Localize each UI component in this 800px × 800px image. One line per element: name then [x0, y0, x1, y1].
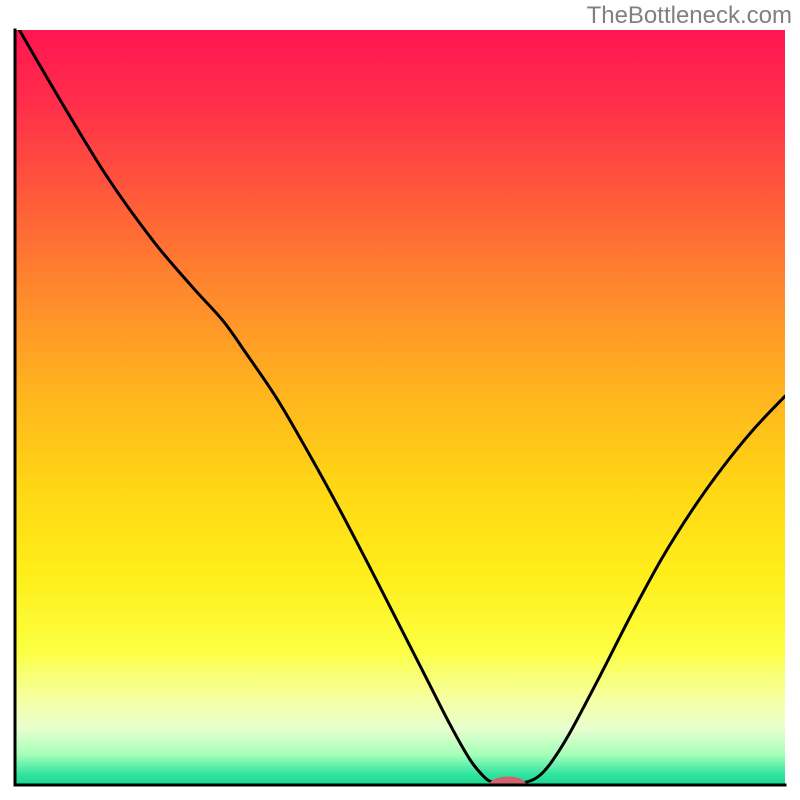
- watermark-text: TheBottleneck.com: [587, 2, 792, 30]
- bottleneck-chart-container: TheBottleneck.com: [0, 0, 800, 800]
- gradient-background: [15, 30, 785, 785]
- bottleneck-curve-chart: [0, 0, 800, 800]
